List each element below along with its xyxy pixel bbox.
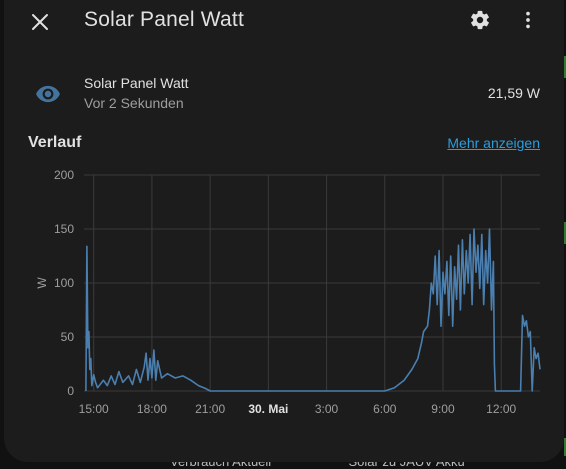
entity-state-value: 21,59 W — [487, 85, 540, 101]
x-tick-label: 21:00 — [195, 402, 225, 416]
more-options-button[interactable] — [514, 6, 542, 34]
background-left — [0, 0, 4, 464]
x-tick-label: 6:00 — [373, 402, 397, 416]
x-tick-label: 18:00 — [137, 402, 167, 416]
y-tick-label: 200 — [54, 168, 74, 182]
settings-button[interactable] — [466, 6, 494, 34]
dialog-title: Solar Panel Watt — [84, 8, 244, 31]
y-tick-label: 100 — [54, 276, 74, 290]
x-tick-label: 30. Mai — [248, 402, 288, 416]
x-tick-label: 15:00 — [79, 402, 109, 416]
y-tick-label: 50 — [61, 330, 75, 344]
x-tick-label: 9:00 — [431, 402, 455, 416]
background-right-accents — [564, 0, 566, 464]
close-button[interactable] — [24, 6, 56, 38]
history-chart[interactable]: 0 50 100 150 200 15:00 18:00 21:00 30. Mai 3:00 6:… — [4, 160, 564, 426]
history-heading: Verlauf — [28, 134, 82, 151]
y-tick-label: 150 — [54, 222, 74, 236]
entity-last-changed: Vor 2 Sekunden — [84, 95, 184, 111]
eye-icon — [36, 85, 60, 103]
entity-state-row: Solar Panel Watt Vor 2 Sekunden 21,59 W — [4, 64, 564, 124]
close-icon — [32, 14, 48, 30]
x-tick-label: 3:00 — [315, 402, 339, 416]
more-info-dialog: Solar Panel Watt Solar Panel Watt Vor 2 … — [4, 0, 564, 462]
gear-icon — [471, 10, 489, 30]
show-more-link[interactable]: Mehr anzeigen — [447, 135, 540, 151]
more-vertical-icon — [526, 11, 530, 29]
y-axis-label: W — [35, 277, 49, 289]
dialog-header: Solar Panel Watt — [4, 0, 564, 42]
x-tick-label: 12:00 — [486, 402, 516, 416]
series-line — [85, 228, 541, 392]
entity-name: Solar Panel Watt — [84, 75, 189, 91]
y-tick-label: 0 — [67, 384, 74, 398]
